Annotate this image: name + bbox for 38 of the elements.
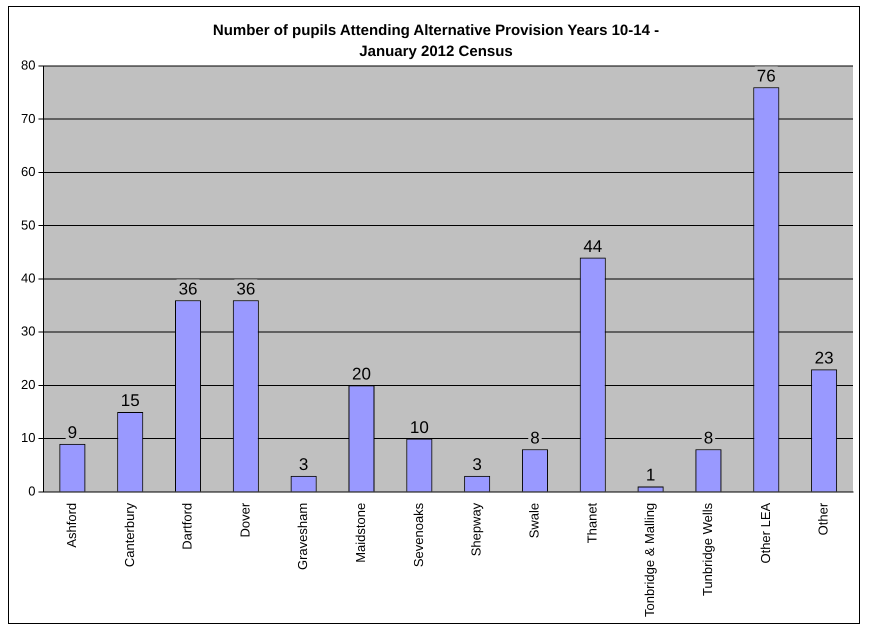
- data-label: 36: [178, 279, 198, 298]
- data-label: 8: [530, 428, 540, 448]
- data-label: 76: [756, 66, 776, 86]
- x-tick-label: Shepway: [468, 502, 484, 556]
- data-label: 15: [120, 391, 140, 410]
- data-label: 44: [583, 236, 602, 256]
- data-label: 8: [704, 428, 714, 448]
- x-tick-label: Canterbury: [122, 502, 137, 568]
- x-tick-label: Tonbridge & Malling: [642, 502, 658, 618]
- data-label: 3: [298, 455, 308, 474]
- x-tick-label: Ashford: [64, 502, 79, 548]
- y-tick-label: 50: [20, 217, 36, 232]
- x-tick-label: Gravesham: [295, 502, 310, 570]
- data-label: 9: [68, 423, 78, 442]
- x-tick-label: Dover: [237, 502, 252, 538]
- y-tick-label: 10: [20, 430, 36, 446]
- data-label: 23: [814, 348, 834, 368]
- data-label: 3: [472, 455, 482, 474]
- x-tick-label: Dartford: [180, 502, 195, 550]
- x-tick-label: Thanet: [584, 502, 600, 544]
- y-tick-label: 60: [20, 164, 36, 180]
- x-tick-label: Other LEA: [758, 502, 773, 564]
- chart-title: Number of pupils Attending Alternative Provision Years 10-14 - January 2012 Census: [212, 21, 660, 62]
- y-tick-label: 0: [28, 483, 36, 498]
- y-tick-label: 40: [20, 270, 36, 286]
- data-label: 1: [646, 466, 656, 485]
- x-tick-label: Maidstone: [353, 502, 368, 563]
- y-tick-label: 80: [20, 58, 36, 73]
- data-label: 36: [236, 279, 256, 298]
- y-tick-label: 20: [20, 376, 36, 392]
- y-tick-label: 30: [20, 324, 36, 339]
- data-label: 10: [410, 418, 429, 437]
- x-tick-label: Sevenoaks: [410, 502, 426, 568]
- x-tick-label: Tunbridge Wells: [700, 502, 716, 596]
- x-tick-label: Swale: [526, 502, 542, 538]
- data-label: 20: [352, 364, 371, 384]
- x-tick-label: Other: [816, 502, 831, 536]
- y-tick-label: 70: [20, 110, 36, 126]
